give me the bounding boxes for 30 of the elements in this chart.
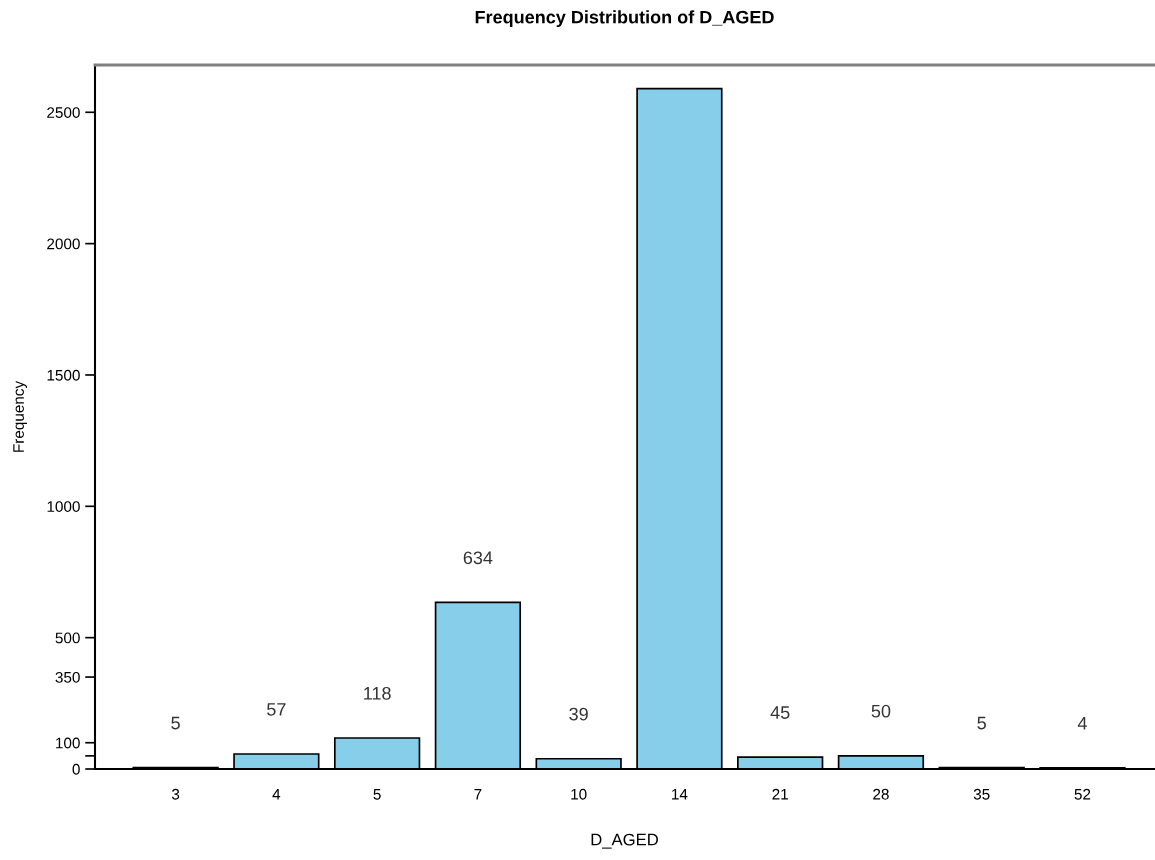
data-label: 39 bbox=[569, 707, 588, 721]
x-tick-label: 3 bbox=[171, 788, 180, 800]
data-label: 118 bbox=[364, 686, 391, 700]
data-label: 57 bbox=[267, 703, 286, 716]
x-tick-label: 14 bbox=[672, 789, 688, 800]
x-tick-label: 5 bbox=[373, 789, 381, 800]
x-tick-label: 4 bbox=[272, 789, 281, 800]
chart-title: Frequency Distribution of D_AGED bbox=[475, 10, 774, 28]
data-label: 4 bbox=[1077, 717, 1087, 730]
y-tick-label: 2000 bbox=[47, 238, 80, 250]
y-tick-label: 1000 bbox=[47, 501, 80, 512]
data-label: 634 bbox=[463, 551, 493, 565]
x-tick-label: 10 bbox=[571, 788, 587, 800]
x-axis-title: D_AGED bbox=[591, 833, 658, 849]
y-tick-label: 0 bbox=[72, 763, 80, 775]
y-axis-title: Frequency bbox=[13, 380, 27, 452]
y-tick-label: 350 bbox=[55, 671, 80, 683]
data-label: 45 bbox=[770, 706, 790, 719]
x-tick-label: 35 bbox=[973, 788, 990, 800]
x-tick-label: 28 bbox=[873, 788, 889, 800]
data-label: 5 bbox=[171, 716, 180, 730]
y-tick-label: 500 bbox=[55, 632, 80, 644]
data-label: 5 bbox=[977, 716, 986, 730]
y-tick-label: 1500 bbox=[47, 369, 80, 381]
y-tick-label: 100 bbox=[56, 737, 80, 749]
x-tick-label: 7 bbox=[474, 789, 482, 800]
y-tick-label: 2500 bbox=[47, 107, 80, 118]
x-tick-label: 21 bbox=[772, 788, 788, 800]
data-label: 50 bbox=[871, 704, 891, 718]
x-tick-label: 52 bbox=[1074, 788, 1091, 800]
